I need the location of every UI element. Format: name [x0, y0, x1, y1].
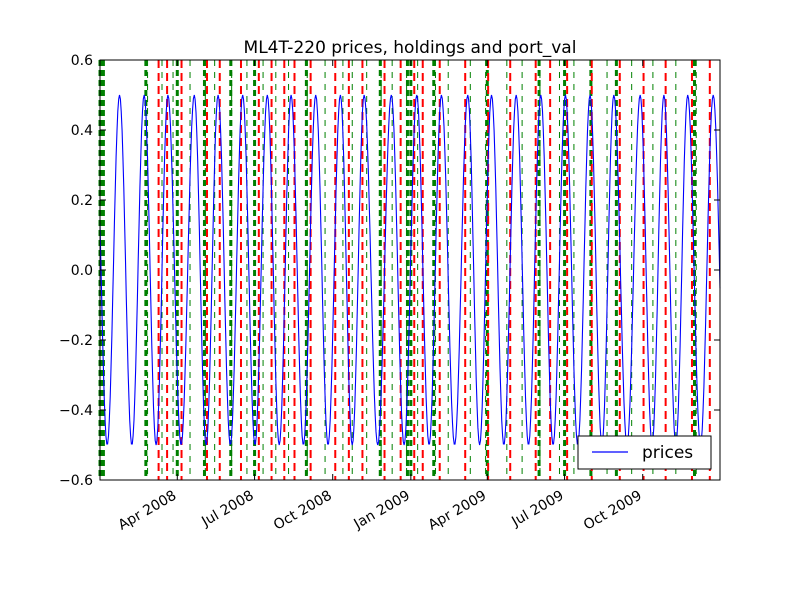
y-tick-label: 0.6	[71, 53, 93, 69]
legend-label-prices: prices	[642, 443, 693, 463]
y-axis: 0.6 0.4 0.2 0.0 −0.2 −0.4 −0.6	[59, 53, 720, 489]
y-tick-label: 0.4	[71, 123, 93, 139]
y-tick-label: −0.4	[59, 403, 93, 419]
y-tick-label: 0.2	[71, 193, 93, 209]
chart-title: ML4T-220 prices, holdings and port_val	[244, 38, 577, 58]
y-tick-label: −0.2	[59, 333, 93, 349]
legend: prices	[577, 435, 712, 470]
y-tick-label: 0.0	[71, 263, 93, 279]
series-line-prices	[99, 94, 721, 446]
y-tick-label: −0.6	[59, 473, 93, 489]
series-layer	[99, 94, 721, 446]
